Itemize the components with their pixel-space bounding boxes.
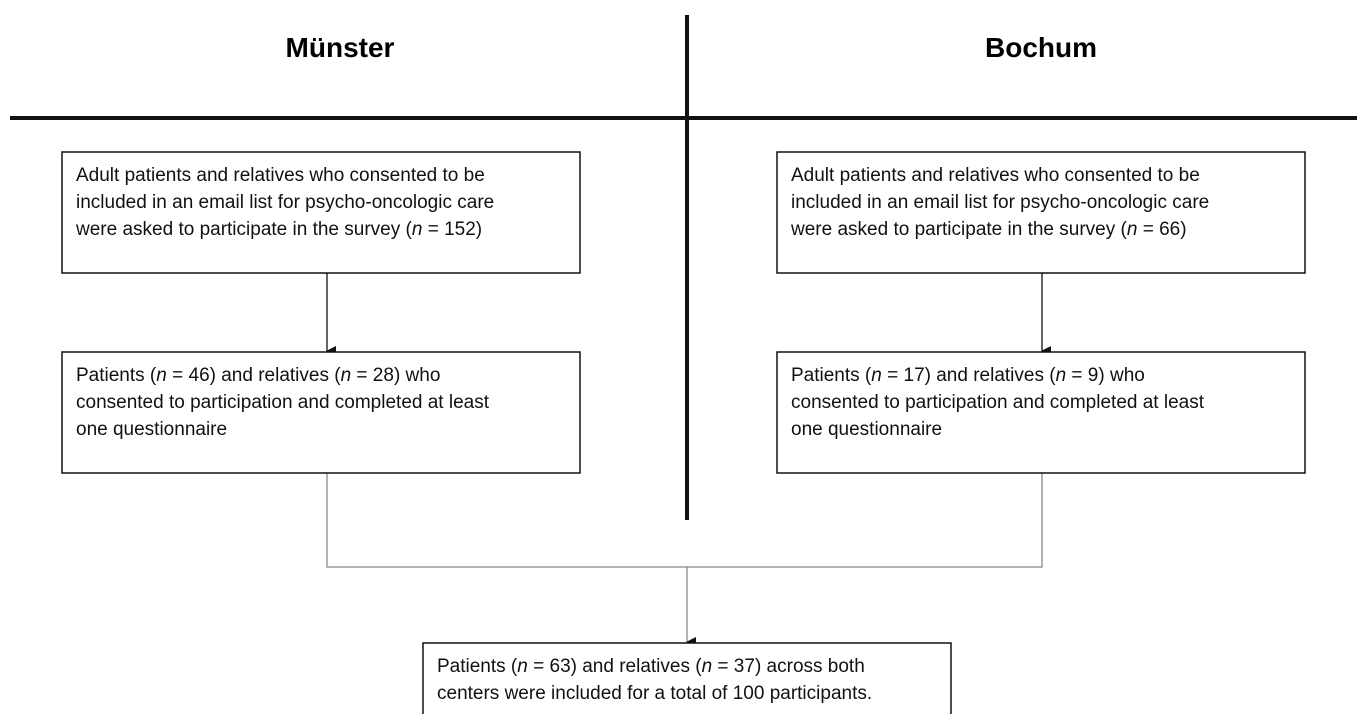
text-segment: n [871,365,882,386]
box-text: included in an email list for psycho-onc… [76,192,494,213]
text-segment: included in an email list for psycho-onc… [76,192,494,213]
text-segment: consented to participation and completed… [76,392,490,413]
text-segment: were asked to participate in the survey … [790,219,1128,240]
box-text: Patients (n = 17) and relatives (n = 9) … [791,365,1145,386]
box-text: one questionnaire [791,419,942,440]
text-segment: n [412,219,423,240]
text-segment: = 66) [1137,219,1186,240]
connectors [326,273,1051,647]
boxes: Adult patients and relatives who consent… [61,151,1306,714]
text-segment: = 17) and relatives ( [882,365,1056,386]
box-text: consented to participation and completed… [76,392,490,413]
box-text: Adult patients and relatives who consent… [791,165,1200,186]
box-text: Patients (n = 63) and relatives (n = 37)… [437,656,865,677]
text-segment: one questionnaire [76,419,227,440]
box-text: Patients (n = 46) and relatives (n = 28)… [76,365,440,386]
header: Bochum [985,32,1097,63]
box-text: consented to participation and completed… [791,392,1205,413]
text-segment: = 28) who [351,365,440,386]
box-text: were asked to participate in the survey … [790,219,1187,240]
text-segment: Patients ( [791,365,872,386]
text-segment: = 46) and relatives ( [167,365,341,386]
text-segment: centers were included for a total of 100… [437,683,872,704]
text-segment: n [156,365,167,386]
text-segment: were asked to participate in the survey … [75,219,413,240]
box [422,642,952,714]
text-segment: Adult patients and relatives who consent… [791,165,1200,186]
header: Münster [286,32,395,63]
box [61,351,581,474]
box-text: one questionnaire [76,419,227,440]
box [776,351,1306,474]
text-segment: Patients ( [76,365,157,386]
box-text: Adult patients and relatives who consent… [76,165,485,186]
text-segment: Adult patients and relatives who consent… [76,165,485,186]
text-segment: n [517,656,528,677]
box [776,151,1306,274]
text-segment: = 152) [422,219,482,240]
text-segment: = 63) and relatives ( [528,656,702,677]
text-segment: included in an email list for psycho-onc… [791,192,1209,213]
merge-line [326,473,1043,568]
box-text: were asked to participate in the survey … [75,219,482,240]
text-segment: = 37) across both [712,656,865,677]
text-segment: n [341,365,352,386]
text-segment: = 9) who [1066,365,1145,386]
text-segment: Patients ( [437,656,518,677]
box-text: included in an email list for psycho-onc… [791,192,1209,213]
text-segment: n [1056,365,1067,386]
text-segment: one questionnaire [791,419,942,440]
box-text: centers were included for a total of 100… [437,683,872,704]
text-segment: consented to participation and completed… [791,392,1205,413]
text-segment: n [702,656,713,677]
box [61,151,581,274]
text-segment: n [1127,219,1138,240]
